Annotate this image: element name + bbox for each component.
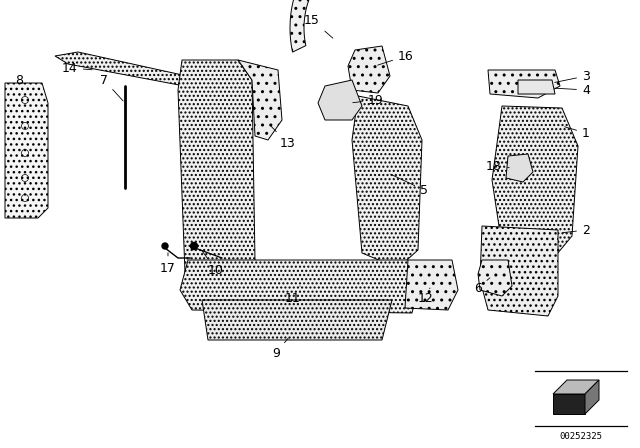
Polygon shape — [480, 226, 558, 316]
Text: 9: 9 — [272, 338, 288, 359]
Polygon shape — [202, 300, 392, 340]
Text: 19: 19 — [353, 94, 384, 107]
Text: 4: 4 — [555, 83, 590, 96]
Polygon shape — [180, 260, 418, 313]
Text: 3: 3 — [555, 69, 590, 82]
Text: 5: 5 — [390, 174, 428, 197]
Polygon shape — [238, 60, 282, 140]
Text: 8: 8 — [15, 73, 28, 88]
Text: 00252325: 00252325 — [559, 432, 602, 441]
Text: 14: 14 — [62, 61, 92, 74]
Polygon shape — [290, 0, 372, 52]
Polygon shape — [506, 154, 533, 182]
Text: 7: 7 — [100, 73, 123, 101]
Polygon shape — [492, 106, 578, 260]
Text: 13: 13 — [270, 125, 295, 150]
Text: 1: 1 — [564, 126, 590, 139]
Polygon shape — [553, 380, 599, 394]
Polygon shape — [178, 60, 255, 286]
Polygon shape — [352, 96, 422, 268]
Polygon shape — [553, 394, 585, 414]
Circle shape — [162, 243, 168, 249]
Polygon shape — [405, 260, 458, 310]
Text: 17: 17 — [160, 253, 176, 275]
Text: 2: 2 — [563, 224, 590, 237]
Text: 11: 11 — [285, 286, 301, 305]
Polygon shape — [518, 80, 555, 94]
Polygon shape — [318, 80, 362, 120]
Text: 18: 18 — [486, 159, 509, 172]
Polygon shape — [488, 70, 560, 98]
Text: 12: 12 — [418, 288, 434, 305]
Polygon shape — [55, 52, 205, 88]
Text: 6: 6 — [474, 278, 490, 294]
Polygon shape — [5, 83, 48, 218]
Text: 15: 15 — [304, 13, 333, 38]
Polygon shape — [348, 46, 390, 93]
Polygon shape — [585, 380, 599, 414]
Circle shape — [191, 242, 198, 250]
Text: 16: 16 — [378, 49, 413, 65]
Text: 10: 10 — [202, 250, 224, 276]
Polygon shape — [478, 260, 512, 296]
